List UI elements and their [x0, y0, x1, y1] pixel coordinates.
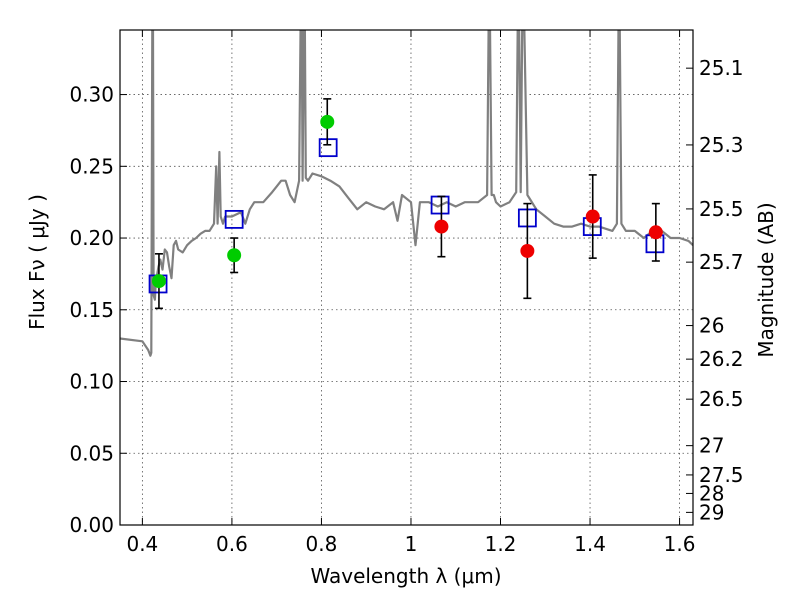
red-data-point [520, 243, 535, 258]
y-tick-label: 0.25 [69, 154, 114, 178]
right-tick-label: 28 [699, 481, 724, 505]
model-square-marker [318, 138, 338, 158]
right-tick-label: 26 [699, 314, 724, 338]
spectrum-group [120, 30, 693, 357]
plot-frame [119, 29, 694, 526]
right-tick-label: 25.3 [699, 133, 744, 157]
right-tick-label: 27.5 [699, 463, 744, 487]
y-tick-label: 0.00 [69, 513, 114, 537]
grid-lines [120, 30, 693, 525]
x-tick-labels: 0.4 0.6 0.8 1 1.2 1.4 1.6 [126, 532, 695, 556]
red-data-point [585, 209, 600, 224]
y-tick-label: 0.10 [69, 370, 114, 394]
right-tick-label: 25.7 [699, 250, 744, 274]
y-tick-label: 0.05 [69, 441, 114, 465]
axis-ticks [120, 30, 693, 526]
green-data-point [227, 248, 242, 263]
spectrum-line [120, 30, 693, 357]
y-tick-labels: 0.00 0.05 0.10 0.15 0.20 0.25 0.30 [69, 83, 114, 537]
x-tick-label: 1.2 [485, 532, 517, 556]
right-tick-label: 27 [699, 434, 724, 458]
x-tick-label: 1.4 [574, 532, 606, 556]
x-tick-label: 0.8 [306, 532, 338, 556]
x-tick-label: 1.6 [664, 532, 696, 556]
y-tick-label: 0.15 [69, 298, 114, 322]
model-square-marker [224, 209, 244, 229]
data-points-group [148, 98, 665, 310]
y-axis-label-right: Magnitude (AB) [754, 202, 778, 357]
y-tick-label: 0.30 [69, 83, 114, 107]
y-axis-label: Flux Fν ( μJy ) [25, 194, 49, 330]
green-data-point [151, 274, 166, 289]
x-tick-label: 1 [405, 532, 418, 556]
right-tick-label: 26.5 [699, 387, 744, 411]
right-tick-label: 25.1 [699, 56, 744, 80]
y-tick-label: 0.20 [69, 226, 114, 250]
right-tick-label: 29 [699, 500, 724, 524]
x-tick-label: 0.4 [126, 532, 158, 556]
green-data-point [320, 114, 335, 129]
red-data-point [434, 219, 449, 234]
right-tick-label: 25.5 [699, 197, 744, 221]
x-axis-label: Wavelength λ (μm) [310, 564, 501, 588]
right-tick-label: 26.2 [699, 347, 744, 371]
x-tick-label: 0.6 [216, 532, 248, 556]
red-data-point [648, 225, 663, 240]
